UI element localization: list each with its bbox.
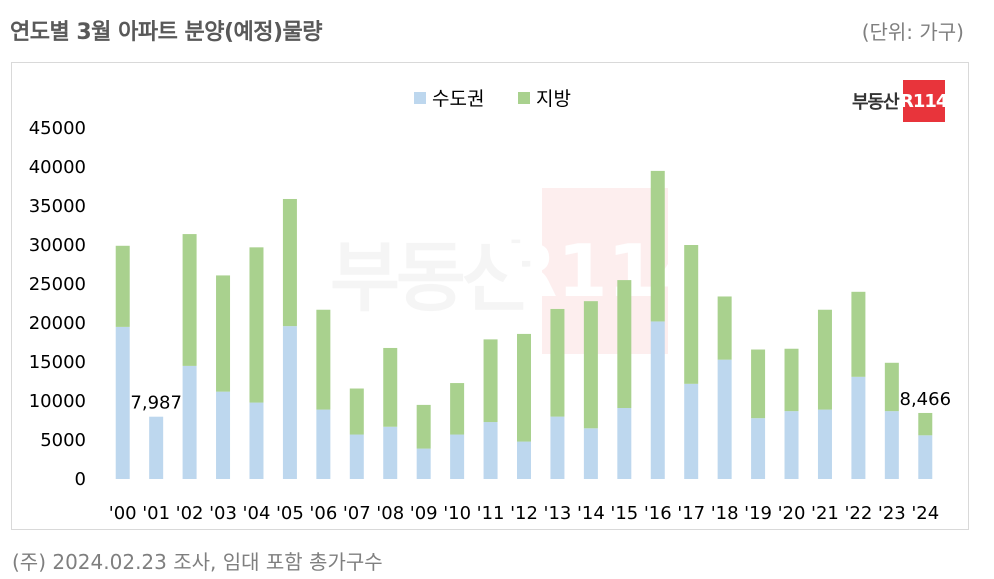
bar-jibang [282, 198, 297, 327]
bar-sudogwon [817, 409, 832, 479]
bar-sudogwon [483, 422, 498, 479]
brand-logo: 부동산 R114 [852, 80, 948, 122]
bar-jibang [182, 234, 197, 366]
bar-jibang [851, 291, 866, 377]
x-tick-label: '14 [577, 503, 605, 524]
x-tick-label: '23 [878, 503, 906, 524]
bar-jibang [650, 170, 665, 322]
x-tick-label: '15 [610, 503, 638, 524]
x-tick-label: '22 [844, 503, 872, 524]
y-tick-label: 15000 [29, 352, 86, 373]
y-tick-label: 20000 [29, 313, 86, 334]
bar-sudogwon [349, 434, 364, 479]
bar-sudogwon [918, 435, 933, 479]
x-tick-label: '20 [778, 503, 806, 524]
bar-jibang [583, 301, 598, 429]
bar-sudogwon [216, 391, 231, 479]
bar-jibang [784, 348, 799, 412]
x-tick-label: '16 [644, 503, 672, 524]
brand-box: R114 [900, 80, 948, 122]
x-tick-label: '19 [744, 503, 772, 524]
bar-jibang [316, 309, 331, 410]
bar-sudogwon [717, 359, 732, 479]
y-tick-label: 10000 [29, 391, 86, 412]
x-tick-label: '08 [376, 503, 404, 524]
y-tick-label: 35000 [29, 196, 86, 217]
bar-sudogwon [282, 326, 297, 479]
data-label: 7,987 [130, 393, 182, 414]
legend-entry: 수도권 [432, 88, 484, 110]
bar-jibang [483, 339, 498, 423]
bar-sudogwon [550, 416, 565, 479]
x-tick-label: '21 [811, 503, 839, 524]
bar-sudogwon [316, 409, 331, 479]
bar-sudogwon [383, 426, 398, 479]
chart-frame [11, 62, 969, 530]
bar-sudogwon [182, 365, 197, 479]
y-tick-label: 45000 [29, 118, 86, 139]
legend-swatch [414, 92, 426, 104]
bar-jibang [918, 412, 933, 436]
bar-sudogwon [115, 326, 130, 479]
bar-jibang [216, 275, 231, 392]
x-tick-label: '11 [477, 503, 505, 524]
bar-jibang [884, 362, 899, 412]
bar-sudogwon [884, 411, 899, 479]
bar-sudogwon [784, 411, 799, 479]
bar-jibang [517, 333, 531, 442]
x-tick-label: '17 [677, 503, 705, 524]
bar-sudogwon [650, 321, 665, 479]
bar-sudogwon [517, 441, 531, 479]
bar-jibang [450, 383, 465, 435]
x-tick-label: '07 [343, 503, 371, 524]
bar-jibang [416, 404, 431, 449]
bar-jibang [383, 347, 398, 427]
x-tick-label: '04 [243, 503, 271, 524]
bar-sudogwon [149, 416, 164, 479]
y-tick-label: 0 [75, 469, 86, 490]
y-tick-label: 40000 [29, 157, 86, 178]
data-label: 8,466 [900, 389, 952, 410]
x-tick-label: '02 [176, 503, 204, 524]
x-tick-label: '06 [309, 503, 337, 524]
footnote: (주) 2024.02.23 조사, 임대 포함 총가구수 [12, 550, 383, 574]
bar-sudogwon [249, 402, 264, 479]
legend-swatch [518, 92, 530, 104]
bar-jibang [717, 296, 732, 360]
bar-jibang [550, 308, 565, 417]
x-tick-label: '12 [510, 503, 538, 524]
bar-sudogwon [450, 434, 465, 479]
bar-jibang [249, 247, 264, 403]
y-tick-label: 5000 [40, 430, 86, 451]
bar-jibang [817, 309, 832, 410]
unit-label: (단위: 가구) [861, 20, 964, 44]
brand-text: 부동산 [852, 92, 900, 113]
bar-jibang [684, 245, 699, 384]
x-tick-label: '03 [209, 503, 237, 524]
x-tick-label: '01 [142, 503, 170, 524]
bar-sudogwon [851, 376, 866, 479]
y-tick-label: 25000 [29, 274, 86, 295]
bar-sudogwon [583, 428, 598, 479]
x-tick-label: '00 [109, 503, 137, 524]
bar-jibang [751, 349, 766, 419]
x-tick-label: '18 [711, 503, 739, 524]
x-tick-label: '05 [276, 503, 304, 524]
x-tick-label: '10 [443, 503, 471, 524]
legend-entry: 지방 [536, 88, 571, 110]
x-tick-label: '09 [410, 503, 438, 524]
x-tick-label: '13 [544, 503, 572, 524]
bar-sudogwon [751, 418, 766, 479]
bar-sudogwon [416, 448, 431, 479]
x-tick-label: '24 [911, 503, 939, 524]
bar-jibang [115, 245, 130, 327]
bar-sudogwon [684, 383, 699, 479]
bar-jibang [617, 280, 632, 409]
bar-jibang [349, 388, 364, 435]
y-tick-label: 30000 [29, 235, 86, 256]
bar-sudogwon [617, 408, 632, 479]
page-title: 연도별 3월 아파트 분양(예정)물량 [10, 20, 323, 45]
